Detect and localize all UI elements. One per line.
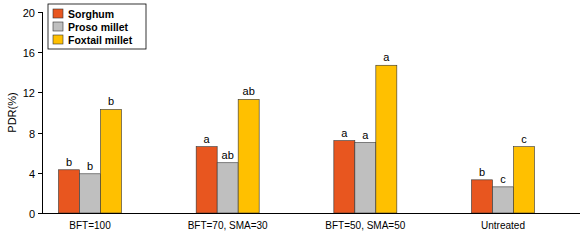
bar — [238, 99, 259, 213]
bar — [334, 141, 355, 213]
legend: SorghumProso milletFoxtail millet — [48, 4, 146, 49]
x-axis — [42, 213, 580, 214]
significance-letter: b — [108, 95, 114, 107]
x-tick-label: BFT=70, SMA=30 — [188, 220, 268, 231]
y-tick-label: 0 — [29, 208, 35, 220]
bar — [376, 65, 397, 213]
legend-swatch — [53, 22, 63, 31]
legend-box — [48, 4, 146, 49]
bar — [217, 163, 238, 213]
x-tick-label: BFT=50, SMA=50 — [325, 220, 405, 231]
significance-letter: a — [362, 129, 369, 141]
bars — [59, 65, 535, 213]
bar — [196, 147, 217, 213]
legend-swatch — [53, 9, 63, 18]
chart-svg: 0 4 8 12 16 20 PDR(%) BFT=100 BFT=70, SMA=30 BFT=… — [0, 0, 588, 238]
bar — [493, 187, 514, 213]
significance-letter: ab — [222, 149, 234, 161]
bar — [59, 170, 80, 213]
significance-letter: a — [341, 127, 348, 139]
bar — [101, 109, 122, 213]
significance-letter: ab — [243, 85, 255, 97]
y-tick-label: 20 — [23, 7, 35, 19]
significance-letter: b — [87, 160, 93, 172]
y-tick — [38, 173, 42, 174]
significance-letter: c — [521, 133, 527, 145]
legend-swatch — [53, 35, 63, 44]
y-tick — [38, 12, 42, 13]
x-tick-label: BFT=100 — [69, 220, 111, 231]
legend-label: Proso millet — [68, 21, 129, 33]
y-tick — [38, 213, 42, 214]
legend-label: Foxtail millet — [68, 34, 133, 46]
y-tick — [38, 52, 42, 53]
y-axis-label: PDR(%) — [6, 92, 18, 132]
chart-container: 0 4 8 12 16 20 PDR(%) BFT=100 BFT=70, SMA=30 BFT=… — [0, 0, 588, 238]
legend-label: Sorghum — [68, 8, 114, 20]
significance-letter: a — [204, 133, 211, 145]
y-tick-label: 8 — [29, 128, 35, 140]
significance-letter: b — [479, 166, 485, 178]
significance-letter: b — [66, 156, 72, 168]
significance-letter: c — [500, 173, 506, 185]
bar — [80, 174, 101, 213]
bar — [514, 147, 535, 213]
y-tick-label: 12 — [23, 87, 35, 99]
y-tick-label: 16 — [23, 47, 35, 59]
bar — [355, 143, 376, 213]
letters: baabbabacbabac — [66, 51, 527, 185]
x-tick-label: Untreated — [481, 220, 525, 231]
y-tick — [38, 133, 42, 134]
y-axis — [42, 12, 43, 213]
y-tick — [38, 92, 42, 93]
bar — [472, 180, 493, 213]
significance-letter: a — [383, 51, 390, 63]
y-tick-label: 4 — [29, 168, 35, 180]
